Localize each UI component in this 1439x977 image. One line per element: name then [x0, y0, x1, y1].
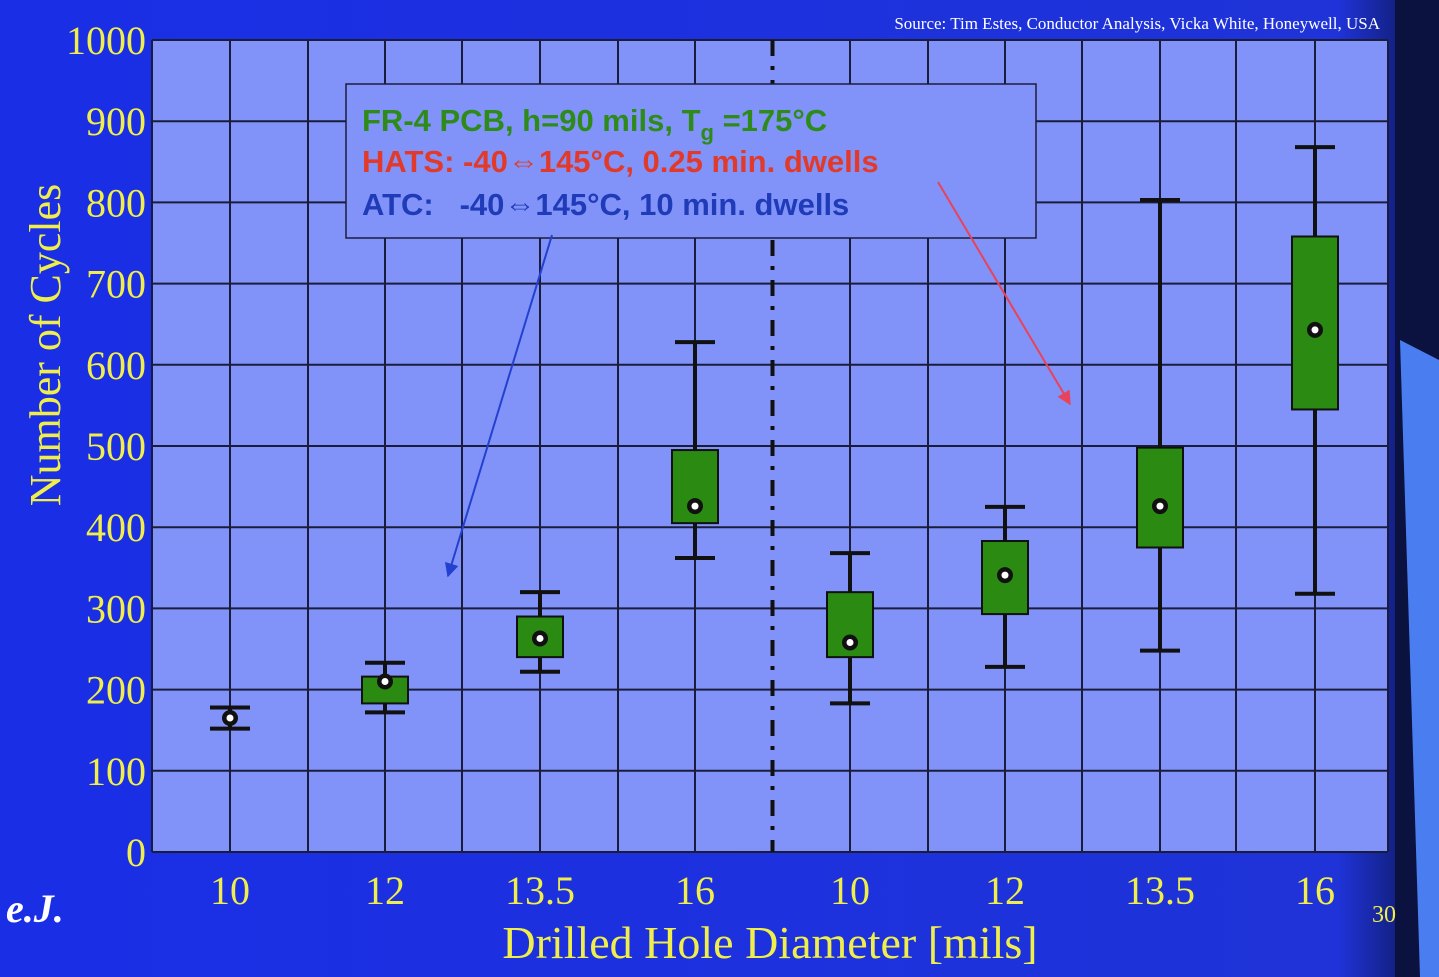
- y-tick-label: 500: [86, 424, 146, 469]
- x-tick-label: 16: [675, 868, 715, 913]
- box-plot-6: [981, 504, 1029, 669]
- legend-line-2: HATS: -40⇔145°C, 0.25 min. dwells: [362, 144, 879, 179]
- legend-line-1: FR-4 PCB, h=90 mils, Tg =175°C: [362, 103, 827, 145]
- legend-box: [345, 83, 1037, 239]
- box-plot-3: [516, 590, 564, 674]
- corner-mark: e.J.: [6, 886, 64, 931]
- legend-line-3: ATC: -40⇔145°C, 10 min. dwells: [362, 187, 849, 222]
- y-tick-label: 400: [86, 505, 146, 550]
- median-marker-center: [1311, 326, 1319, 334]
- x-tick-label: 16: [1295, 868, 1335, 913]
- x-tick-label: 13.5: [1125, 868, 1195, 913]
- box-plot-2: [361, 660, 409, 715]
- y-tick-label: 300: [86, 586, 146, 631]
- x-tick-label: 10: [210, 868, 250, 913]
- y-tick-label: 0: [126, 830, 146, 875]
- x-tick-label: 12: [365, 868, 405, 913]
- x-tick-label: 13.5: [505, 868, 575, 913]
- x-tick-label: 12: [985, 868, 1025, 913]
- iqr-box: [1136, 446, 1184, 549]
- y-tick-label: 100: [86, 749, 146, 794]
- box-plot-8: [1291, 145, 1339, 596]
- legend-line-1-subscript: g: [701, 120, 714, 145]
- y-tick-label: 200: [86, 668, 146, 713]
- box-plot-5: [826, 551, 874, 706]
- legend-line-1-end: =175°C: [714, 103, 827, 138]
- hats-pointer-arrow: [937, 181, 1071, 406]
- median-marker-center: [536, 634, 544, 642]
- median-marker-center: [381, 677, 389, 685]
- box-plot-1: [210, 705, 250, 731]
- median-marker-center: [1001, 571, 1009, 579]
- median-marker-center: [1156, 502, 1164, 510]
- box-plots: [210, 145, 1339, 731]
- y-tick-label: 800: [86, 180, 146, 225]
- y-tick-label: 1000: [66, 18, 146, 63]
- box-plot-4: [671, 340, 719, 561]
- y-axis-title: Number of Cycles: [21, 184, 70, 507]
- box-plot-7: [1136, 197, 1184, 653]
- page-number: 30: [1372, 902, 1396, 928]
- iqr-box: [671, 449, 719, 525]
- source-note: Source: Tim Estes, Conductor Analysis, V…: [894, 14, 1380, 33]
- y-tick-label: 600: [86, 343, 146, 388]
- x-tick-labels: 10 12 13.5 16 10 12 13.5 16: [210, 868, 1335, 913]
- atc-pointer-arrow: [444, 234, 553, 578]
- x-axis-title: Drilled Hole Diameter [mils]: [502, 917, 1037, 968]
- right-decor-shape: [1400, 340, 1439, 977]
- median-marker-center: [691, 502, 699, 510]
- y-tick-label: 700: [86, 262, 146, 307]
- y-tick-labels: 0 100 200 300 400 500 600 700 800 900 1000: [66, 18, 146, 875]
- x-tick-label: 10: [830, 868, 870, 913]
- y-tick-label: 900: [86, 99, 146, 144]
- median-marker-center: [846, 639, 854, 647]
- legend-line-1-main: FR-4 PCB, h=90 mils, T: [362, 103, 701, 138]
- median-marker-center: [226, 714, 234, 722]
